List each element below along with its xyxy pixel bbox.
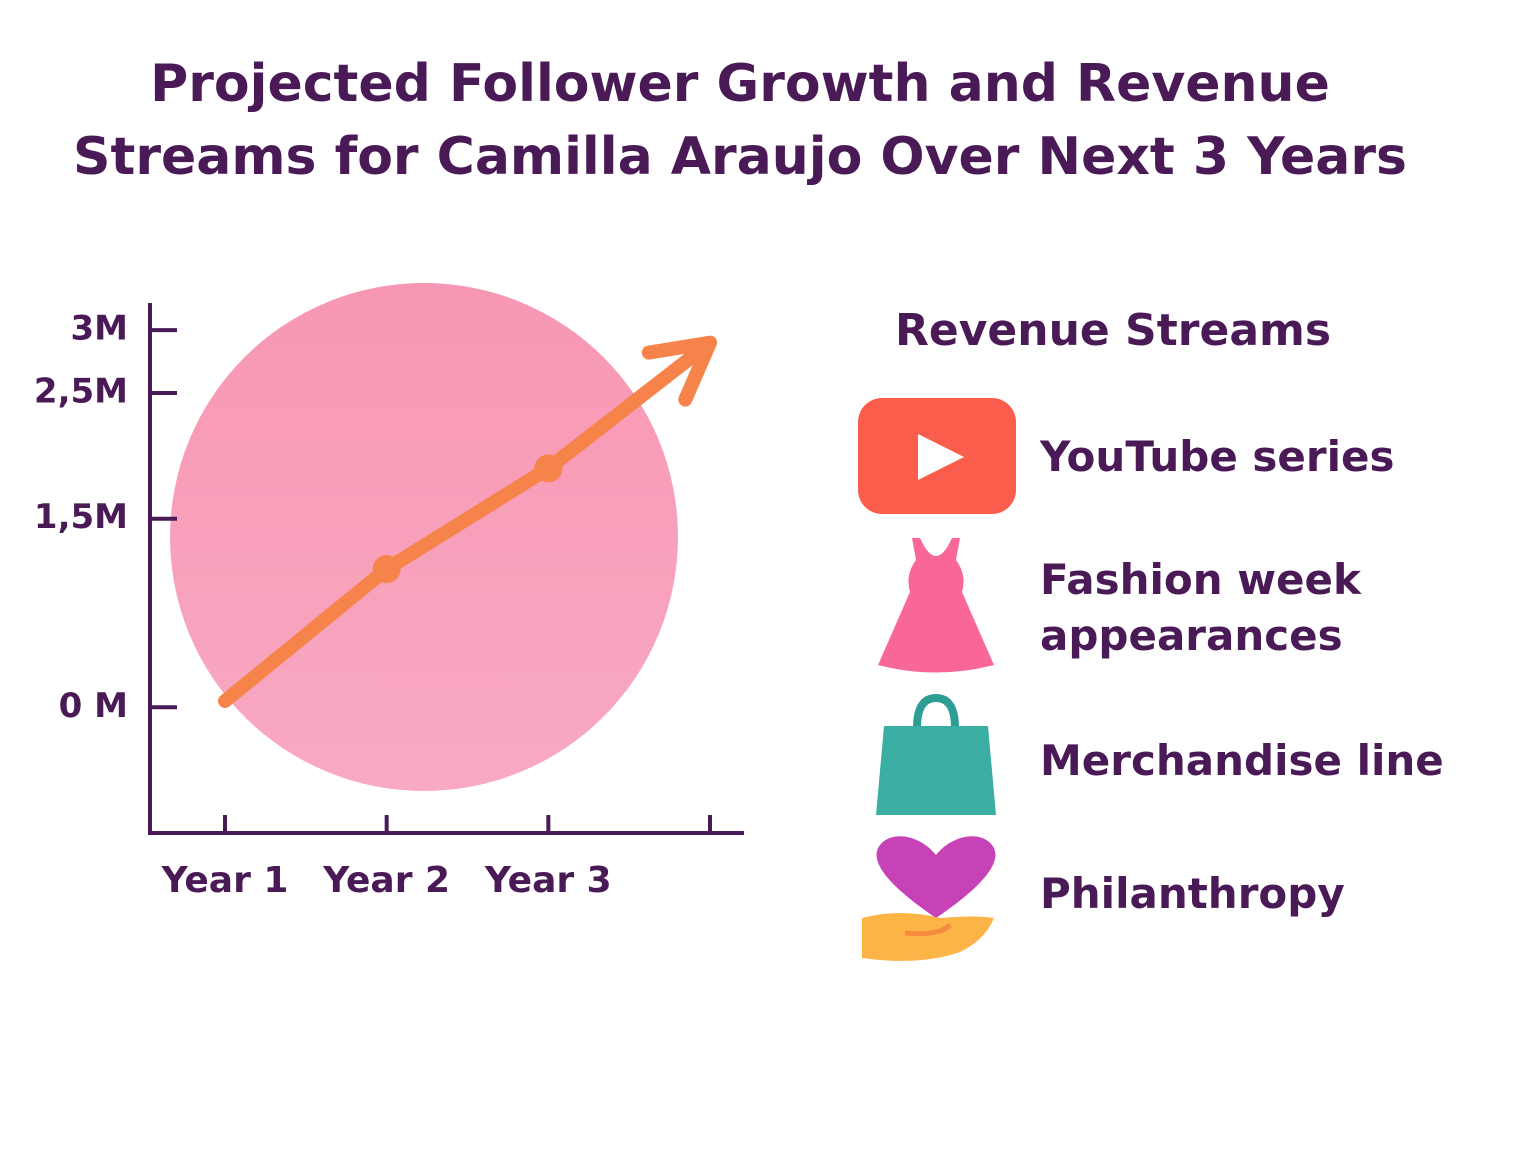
legend-item: Merchandise line <box>1040 736 1444 785</box>
youtube-icon <box>858 398 1016 514</box>
background-circle <box>170 283 678 791</box>
growth-line <box>218 335 717 708</box>
legend-item: YouTube series <box>1040 432 1395 481</box>
y-tick-label: 1,5M <box>34 497 128 537</box>
heart-hand-icon <box>862 836 996 961</box>
legend-item: Fashion week appearances <box>1040 555 1361 660</box>
y-tick-label: 3M <box>71 309 129 349</box>
x-tick-label: Year 2 <box>322 860 450 901</box>
x-tick-label: Year 3 <box>484 860 612 901</box>
dress-icon <box>878 538 994 673</box>
bag-icon <box>876 693 996 815</box>
chart-title: Projected Follower Growth and Revenue St… <box>73 54 1407 187</box>
arrow-head <box>641 335 717 407</box>
plot: 0 M 1,5M 2,5M 3M Year 1 Year 2 Year 3 <box>34 309 717 901</box>
legend-item: Philanthropy <box>1040 869 1345 918</box>
y-tick-label: 2,5M <box>34 372 128 412</box>
point <box>534 454 563 483</box>
point <box>372 555 401 583</box>
y-tick-label: 0 M <box>59 686 128 726</box>
legend-title: Revenue Streams <box>895 305 1332 356</box>
x-tick-label: Year 1 <box>161 860 289 901</box>
